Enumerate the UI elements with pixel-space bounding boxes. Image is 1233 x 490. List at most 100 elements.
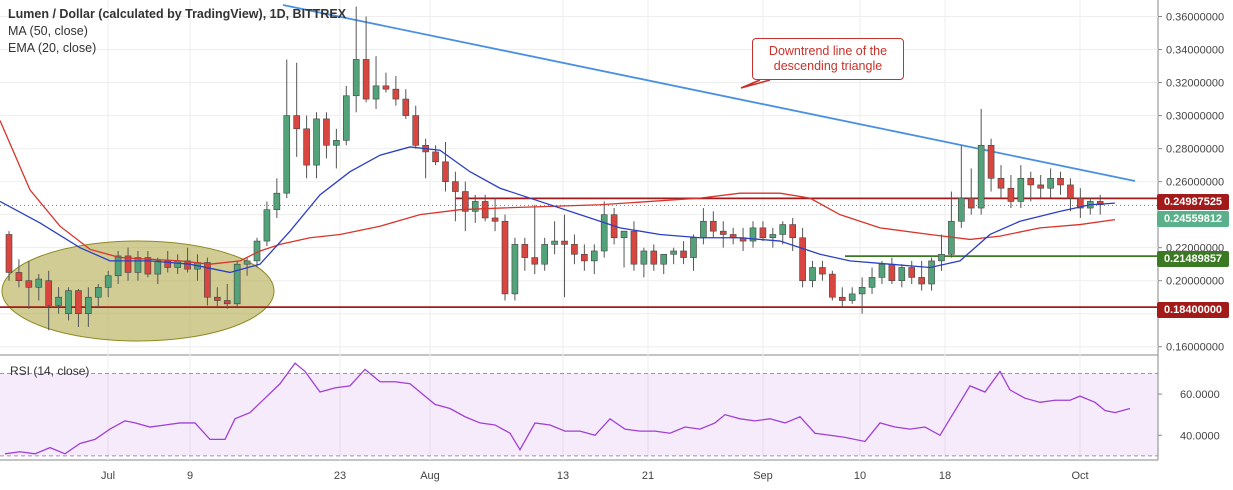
- candle-body: [323, 118, 330, 146]
- candle-body: [372, 85, 380, 100]
- candle-body: [1007, 187, 1015, 202]
- candle-body: [789, 224, 796, 239]
- time-tick-label: 18: [939, 470, 951, 482]
- candle-body: [442, 161, 449, 182]
- candle-body: [412, 115, 420, 146]
- candle-body: [571, 244, 578, 255]
- time-tick-label: 23: [334, 470, 346, 482]
- annotation-pointer: [740, 79, 771, 89]
- candle-body: [402, 98, 410, 116]
- candle-body: [858, 287, 866, 295]
- time-tick-label: Aug: [420, 470, 440, 482]
- candle-body: [174, 260, 181, 268]
- candle-body: [35, 278, 43, 288]
- candle-body: [531, 257, 539, 265]
- candle-body: [313, 118, 320, 166]
- candle-body: [670, 250, 677, 255]
- candle-body: [243, 260, 251, 265]
- candle-body: [501, 220, 509, 295]
- candle-body: [958, 197, 965, 222]
- candle-body: [987, 145, 995, 179]
- candle-body: [333, 140, 340, 146]
- candle-body: [1096, 201, 1104, 206]
- candle-body: [392, 88, 400, 100]
- price-tick-label: 0.28000000: [1166, 144, 1224, 156]
- candle-body: [491, 217, 499, 222]
- time-tick-label: 9: [187, 470, 193, 482]
- candle-body: [809, 267, 816, 281]
- candle-body: [25, 280, 33, 288]
- candle-body: [263, 209, 271, 242]
- candle-body: [997, 178, 1005, 189]
- candle-body: [15, 272, 23, 281]
- candle-body: [134, 257, 142, 273]
- time-tick-label: Jul: [101, 470, 115, 482]
- support-mid-price-tag: 0.21489857: [1157, 251, 1229, 267]
- candle-body: [452, 181, 459, 192]
- candle-body: [184, 260, 191, 270]
- candle-body: [471, 201, 479, 212]
- candle-body: [700, 220, 707, 239]
- candle-body: [462, 191, 469, 212]
- candle-body: [114, 255, 122, 277]
- candle-body: [104, 275, 112, 288]
- candle-body: [521, 244, 529, 258]
- candle-body: [75, 290, 82, 315]
- candle-body: [214, 296, 221, 301]
- price-tick-label: 0.32000000: [1166, 78, 1224, 90]
- price-tick-label: 0.30000000: [1166, 111, 1224, 123]
- candle-body: [511, 244, 519, 295]
- price-tick-label: 0.36000000: [1166, 12, 1224, 24]
- candle-body: [819, 267, 826, 275]
- candle-body: [581, 253, 588, 262]
- candle-body: [223, 300, 231, 305]
- candle-body: [799, 237, 806, 281]
- candle-body: [144, 257, 152, 275]
- candle-body: [977, 145, 985, 209]
- candle-body: [352, 59, 360, 97]
- rsi-tick-label: 60.0000: [1180, 389, 1220, 401]
- candle-body: [362, 59, 370, 100]
- resistance-price-tag: 0.24987525: [1157, 194, 1229, 210]
- chart-title: Lumen / Dollar (calculated by TradingVie…: [8, 7, 347, 21]
- candle-body: [551, 240, 558, 245]
- candle-body: [432, 151, 439, 163]
- support-low-price-tag: 0.18400000: [1157, 302, 1229, 318]
- candle-body: [293, 115, 300, 130]
- candle-body: [640, 250, 648, 265]
- candle-body: [85, 296, 92, 315]
- candle-body: [769, 234, 777, 239]
- candle-body: [204, 262, 211, 298]
- time-tick-label: 21: [642, 470, 654, 482]
- candle-body: [55, 296, 62, 306]
- candle-body: [1017, 178, 1025, 202]
- candle-body: [690, 237, 697, 258]
- ema20-line: [0, 146, 1116, 274]
- time-axis: Jul 9 23 Aug 13 21 Sep 10 18 Oct: [101, 470, 1089, 482]
- downtrend-line: [282, 4, 1136, 182]
- candle-body: [660, 253, 668, 265]
- time-tick-label: 10: [854, 470, 866, 482]
- time-tick-label: 13: [557, 470, 569, 482]
- candle-body: [233, 263, 241, 305]
- last-price-tag: 0.24559812: [1157, 211, 1229, 227]
- moving-average-lines: [0, 120, 1116, 274]
- candle-body: [918, 277, 925, 285]
- candle-body: [1067, 184, 1074, 199]
- chart-header: Lumen / Dollar (calculated by TradingVie…: [8, 6, 346, 57]
- candle-body: [283, 115, 291, 194]
- price-tick-label: 0.34000000: [1166, 45, 1224, 57]
- rsi-tick-label: 40.0000: [1180, 430, 1220, 442]
- candle-body: [1057, 178, 1064, 186]
- candle-body: [838, 296, 846, 301]
- candle-body: [898, 267, 906, 281]
- candle-body: [878, 263, 886, 278]
- ma-legend: MA (50, close): [8, 24, 88, 38]
- candle-body: [908, 267, 916, 278]
- candle-body: [481, 201, 489, 219]
- rsi-line: [4, 362, 1131, 455]
- candle-body: [829, 273, 836, 298]
- rsi-band: [0, 373, 1158, 456]
- candle-body: [1047, 178, 1054, 189]
